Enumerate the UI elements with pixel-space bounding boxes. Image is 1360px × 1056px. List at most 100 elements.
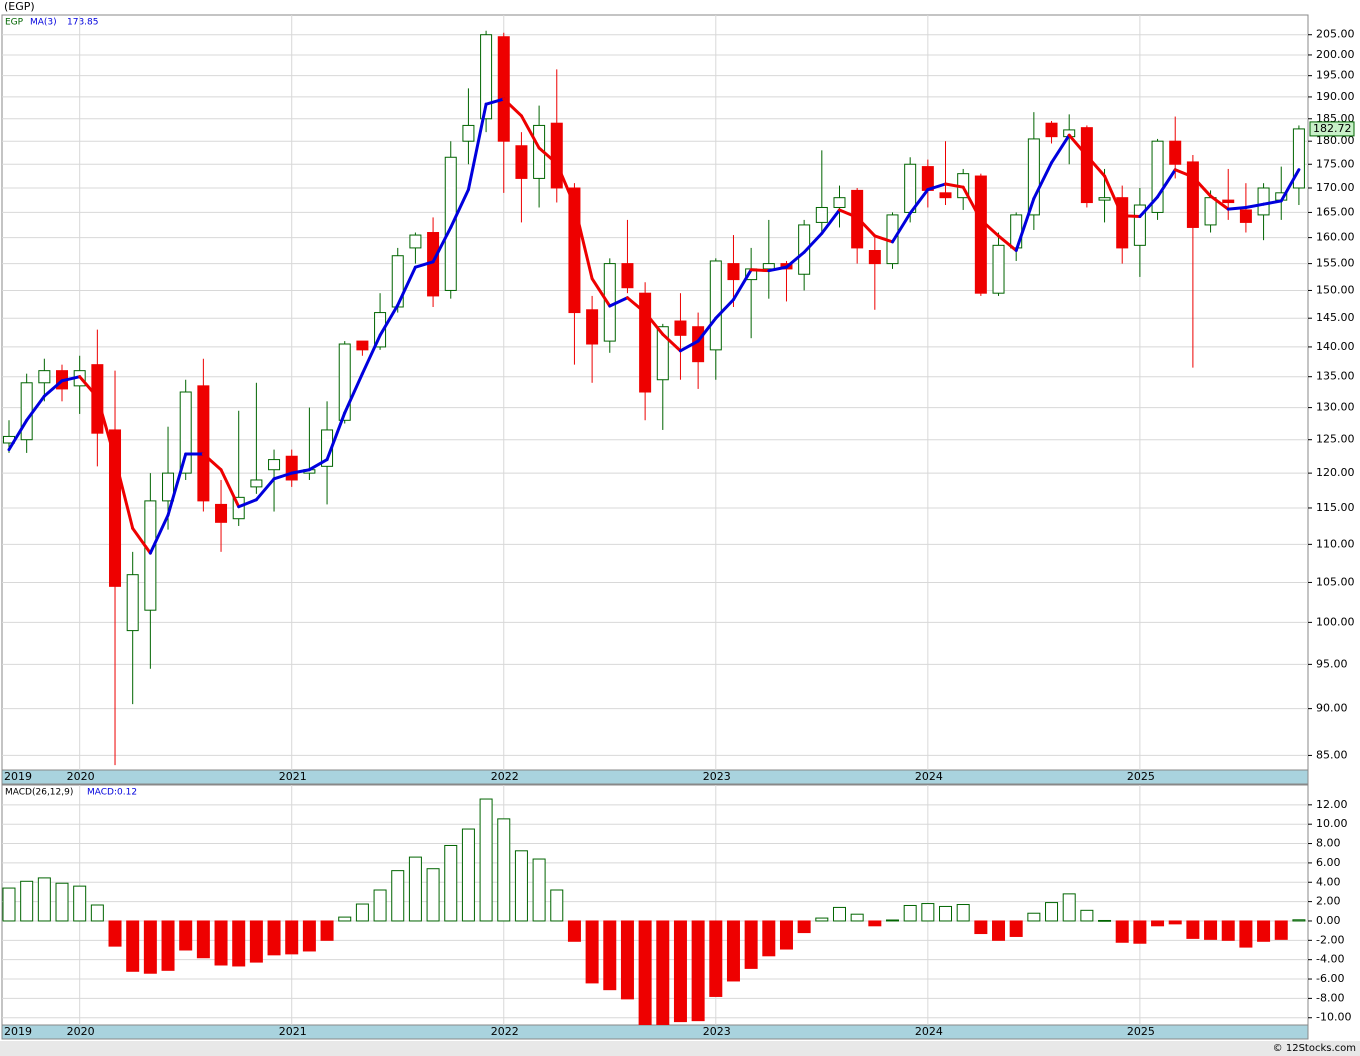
- macd-bar: [726, 920, 740, 982]
- macd-bar: [903, 904, 917, 922]
- candle-body: [568, 187, 581, 314]
- macd-bar: [373, 889, 387, 922]
- macd-legend: MACD(26,12,9): [5, 788, 73, 798]
- x-tick-label: 2025: [1127, 770, 1155, 783]
- candle-body: [480, 34, 493, 120]
- ma-segment: [714, 298, 735, 320]
- x-tick-label: 2023: [703, 770, 731, 783]
- macd-bar: [444, 844, 458, 922]
- ma-segment: [290, 468, 311, 475]
- macd-bar: [956, 904, 970, 922]
- candle-body: [144, 500, 157, 611]
- macd-bar: [850, 913, 864, 922]
- ma-segment: [537, 146, 559, 165]
- x-tick-label: 2019: [4, 770, 32, 783]
- candle-body: [162, 472, 175, 502]
- macd-bar: [461, 828, 475, 922]
- chart-title: (EGP): [4, 0, 35, 13]
- macd-bar: [2, 887, 16, 922]
- y-tick-label: 120.00: [1316, 466, 1355, 479]
- ma-segment: [1191, 175, 1213, 198]
- candle-body: [409, 234, 422, 249]
- macd-bar: [1186, 920, 1200, 939]
- candle-body: [444, 156, 457, 291]
- macd-bar: [744, 920, 758, 969]
- macd-bar: [1045, 902, 1059, 922]
- ma-segment: [166, 452, 188, 517]
- macd-panel: [1, 784, 1309, 1026]
- ma-segment: [148, 513, 170, 555]
- ma-segment: [519, 114, 541, 150]
- candle-body: [1204, 197, 1217, 226]
- macd-bar: [1221, 920, 1235, 941]
- macd-bar: [603, 920, 617, 991]
- y-tick-label: -6.00: [1316, 972, 1344, 985]
- y-tick-label: -8.00: [1316, 991, 1344, 1004]
- x-tick-label: 2025: [1127, 1025, 1155, 1038]
- y-tick-label: 100.00: [1316, 615, 1355, 628]
- ma-segment: [431, 225, 453, 264]
- macd-bar: [673, 920, 687, 1023]
- x-tick-label: 2021: [279, 1025, 307, 1038]
- y-tick-label: 4.00: [1316, 875, 1341, 888]
- candle-body: [338, 343, 351, 421]
- ma-segment: [1014, 197, 1036, 253]
- macd-bar: [267, 920, 281, 956]
- macd-bar: [73, 885, 87, 922]
- candle-body: [1186, 161, 1199, 228]
- macd-bar: [797, 920, 811, 934]
- candle-body: [1027, 138, 1040, 216]
- candle-body: [992, 244, 1005, 294]
- candle-body: [250, 479, 263, 488]
- ma-segment: [1138, 195, 1160, 219]
- ma-segment: [360, 333, 382, 376]
- candle-body: [868, 250, 881, 265]
- last-price-box: [1309, 121, 1355, 137]
- ma-segment: [78, 375, 99, 399]
- candle-body: [1222, 199, 1235, 204]
- ma-segment: [1067, 133, 1089, 158]
- y-tick-label: 190.00: [1316, 90, 1355, 103]
- macd-bar: [37, 877, 51, 922]
- macd-bar: [832, 906, 846, 922]
- candle-body: [621, 263, 634, 289]
- candle-body: [974, 175, 987, 294]
- last-price-label: 182.72: [1313, 122, 1352, 135]
- macd-bar: [20, 880, 34, 922]
- macd-bar: [426, 868, 440, 922]
- y-tick-label: 2.00: [1316, 895, 1341, 908]
- ma-segment: [201, 452, 223, 472]
- candle-body: [268, 459, 281, 471]
- y-tick-label: 135.00: [1316, 370, 1355, 383]
- y-tick-label: 6.00: [1316, 856, 1341, 869]
- y-tick-label: 205.00: [1316, 28, 1355, 41]
- candle-body: [1080, 127, 1093, 204]
- candle-body: [1098, 197, 1111, 201]
- macd-bar: [320, 920, 334, 941]
- candle-body: [727, 263, 740, 281]
- ma-segment: [997, 234, 1018, 253]
- macd-bar: [868, 920, 882, 927]
- candle-body: [215, 503, 228, 523]
- ma-segment: [625, 296, 647, 315]
- ma-segment: [784, 250, 806, 269]
- macd-bar: [55, 882, 69, 922]
- ma-segment: [678, 339, 700, 353]
- macd-bar: [285, 920, 299, 955]
- macd-bar: [709, 920, 723, 997]
- macd-bar: [1292, 919, 1306, 922]
- x-tick-label: 2019: [4, 1025, 32, 1038]
- ma-segment: [502, 97, 523, 118]
- candle-body: [833, 197, 846, 208]
- macd-bar: [1027, 912, 1041, 922]
- macd-bar: [567, 920, 581, 942]
- macd-bar: [1062, 893, 1076, 922]
- legend-ma: MA(3): [30, 18, 57, 28]
- candle-body: [374, 312, 387, 348]
- ma-segment: [961, 185, 983, 222]
- ma-segment: [60, 375, 82, 383]
- y-tick-label: 170.00: [1316, 181, 1355, 194]
- ma-segment: [731, 268, 753, 302]
- candle-body: [656, 326, 669, 381]
- ma-segment: [855, 215, 877, 238]
